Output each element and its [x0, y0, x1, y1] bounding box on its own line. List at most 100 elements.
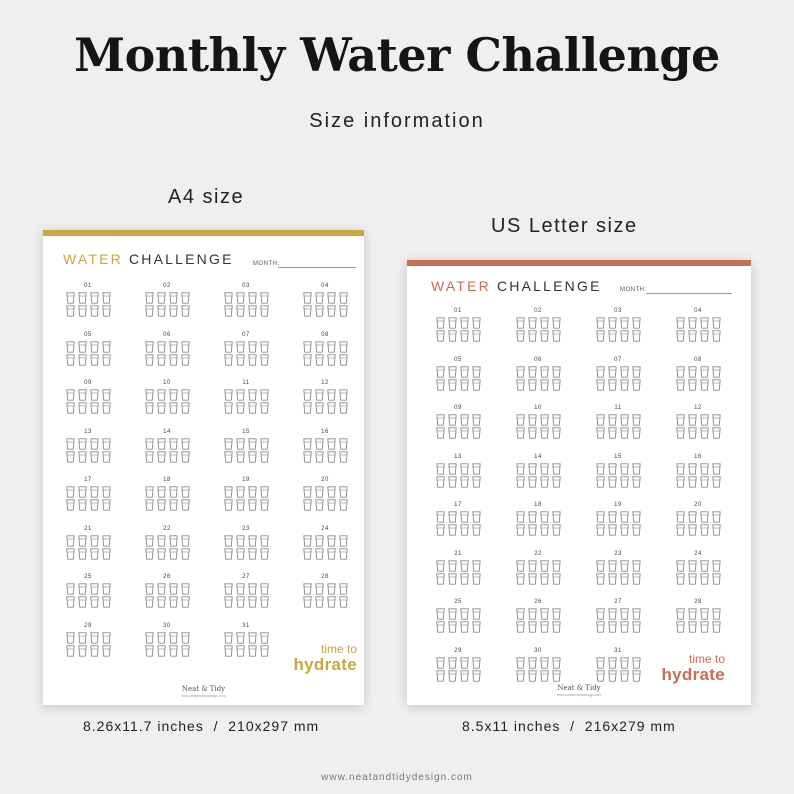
water-cup-icon[interactable]	[447, 317, 457, 329]
water-cup-icon[interactable]	[527, 656, 537, 669]
water-cup-icon[interactable]	[156, 305, 166, 317]
water-cup-icon[interactable]	[447, 365, 457, 378]
water-cup-icon[interactable]	[595, 524, 605, 536]
water-cup-icon[interactable]	[326, 402, 336, 414]
water-cup-icon[interactable]	[551, 621, 561, 633]
water-cup-icon[interactable]	[156, 450, 166, 463]
water-cup-icon[interactable]	[180, 631, 190, 644]
water-cup-icon[interactable]	[156, 583, 166, 595]
water-cup-icon[interactable]	[101, 547, 111, 560]
water-cup-icon[interactable]	[699, 378, 709, 391]
water-cup-icon[interactable]	[471, 572, 481, 585]
water-cup-icon[interactable]	[459, 427, 469, 439]
water-cup-icon[interactable]	[607, 524, 617, 536]
water-cup-icon[interactable]	[471, 656, 481, 669]
water-cup-icon[interactable]	[156, 499, 166, 511]
water-cup-icon[interactable]	[675, 414, 685, 426]
water-cup-icon[interactable]	[527, 608, 537, 620]
water-cup-icon[interactable]	[619, 608, 629, 620]
water-cup-icon[interactable]	[539, 608, 549, 620]
water-cup-icon[interactable]	[65, 450, 75, 463]
water-cup-icon[interactable]	[435, 330, 445, 342]
water-cup-icon[interactable]	[687, 559, 697, 572]
water-cup-icon[interactable]	[595, 621, 605, 633]
water-cup-icon[interactable]	[168, 437, 178, 450]
water-cup-icon[interactable]	[247, 340, 257, 353]
water-cup-icon[interactable]	[471, 511, 481, 523]
water-cup-icon[interactable]	[65, 305, 75, 317]
water-cup-icon[interactable]	[247, 450, 257, 463]
water-cup-icon[interactable]	[235, 499, 245, 511]
water-cup-icon[interactable]	[607, 511, 617, 523]
water-cup-icon[interactable]	[687, 572, 697, 585]
water-cup-icon[interactable]	[447, 427, 457, 439]
water-cup-icon[interactable]	[699, 365, 709, 378]
water-cup-icon[interactable]	[259, 486, 269, 498]
water-cup-icon[interactable]	[235, 583, 245, 595]
water-cup-icon[interactable]	[89, 450, 99, 463]
water-cup-icon[interactable]	[259, 596, 269, 608]
water-cup-icon[interactable]	[515, 317, 525, 329]
water-cup-icon[interactable]	[180, 450, 190, 463]
water-cup-icon[interactable]	[89, 631, 99, 644]
water-cup-icon[interactable]	[515, 524, 525, 536]
water-cup-icon[interactable]	[168, 389, 178, 401]
water-cup-icon[interactable]	[144, 340, 154, 353]
water-cup-icon[interactable]	[168, 305, 178, 317]
water-cup-icon[interactable]	[699, 572, 709, 585]
water-cup-icon[interactable]	[144, 644, 154, 657]
water-cup-icon[interactable]	[223, 534, 233, 547]
water-cup-icon[interactable]	[247, 631, 257, 644]
water-cup-icon[interactable]	[168, 292, 178, 304]
water-cup-icon[interactable]	[338, 499, 348, 511]
water-cup-icon[interactable]	[595, 656, 605, 669]
water-cup-icon[interactable]	[699, 621, 709, 633]
water-cup-icon[interactable]	[459, 669, 469, 682]
water-cup-icon[interactable]	[459, 414, 469, 426]
water-cup-icon[interactable]	[687, 378, 697, 391]
water-cup-icon[interactable]	[180, 644, 190, 657]
water-cup-icon[interactable]	[65, 437, 75, 450]
water-cup-icon[interactable]	[156, 353, 166, 366]
water-cup-icon[interactable]	[675, 621, 685, 633]
water-cup-icon[interactable]	[687, 621, 697, 633]
water-cup-icon[interactable]	[65, 402, 75, 414]
water-cup-icon[interactable]	[326, 499, 336, 511]
water-cup-icon[interactable]	[551, 511, 561, 523]
water-cup-icon[interactable]	[631, 669, 641, 682]
water-cup-icon[interactable]	[711, 572, 721, 585]
water-cup-icon[interactable]	[223, 340, 233, 353]
water-cup-icon[interactable]	[247, 389, 257, 401]
water-cup-icon[interactable]	[259, 437, 269, 450]
water-cup-icon[interactable]	[595, 317, 605, 329]
water-cup-icon[interactable]	[459, 475, 469, 488]
water-cup-icon[interactable]	[675, 608, 685, 620]
water-cup-icon[interactable]	[539, 656, 549, 669]
water-cup-icon[interactable]	[247, 534, 257, 547]
water-cup-icon[interactable]	[338, 450, 348, 463]
water-cup-icon[interactable]	[326, 353, 336, 366]
water-cup-icon[interactable]	[180, 583, 190, 595]
water-cup-icon[interactable]	[631, 330, 641, 342]
water-cup-icon[interactable]	[527, 365, 537, 378]
water-cup-icon[interactable]	[89, 499, 99, 511]
water-cup-icon[interactable]	[539, 572, 549, 585]
water-cup-icon[interactable]	[144, 596, 154, 608]
water-cup-icon[interactable]	[595, 572, 605, 585]
water-cup-icon[interactable]	[675, 524, 685, 536]
water-cup-icon[interactable]	[302, 389, 312, 401]
water-cup-icon[interactable]	[144, 305, 154, 317]
water-cup-icon[interactable]	[259, 389, 269, 401]
water-cup-icon[interactable]	[235, 596, 245, 608]
water-cup-icon[interactable]	[156, 534, 166, 547]
water-cup-icon[interactable]	[144, 437, 154, 450]
water-cup-icon[interactable]	[539, 365, 549, 378]
water-cup-icon[interactable]	[144, 534, 154, 547]
water-cup-icon[interactable]	[527, 427, 537, 439]
water-cup-icon[interactable]	[89, 534, 99, 547]
water-cup-icon[interactable]	[168, 499, 178, 511]
water-cup-icon[interactable]	[435, 608, 445, 620]
water-cup-icon[interactable]	[471, 669, 481, 682]
water-cup-icon[interactable]	[711, 365, 721, 378]
water-cup-icon[interactable]	[338, 389, 348, 401]
